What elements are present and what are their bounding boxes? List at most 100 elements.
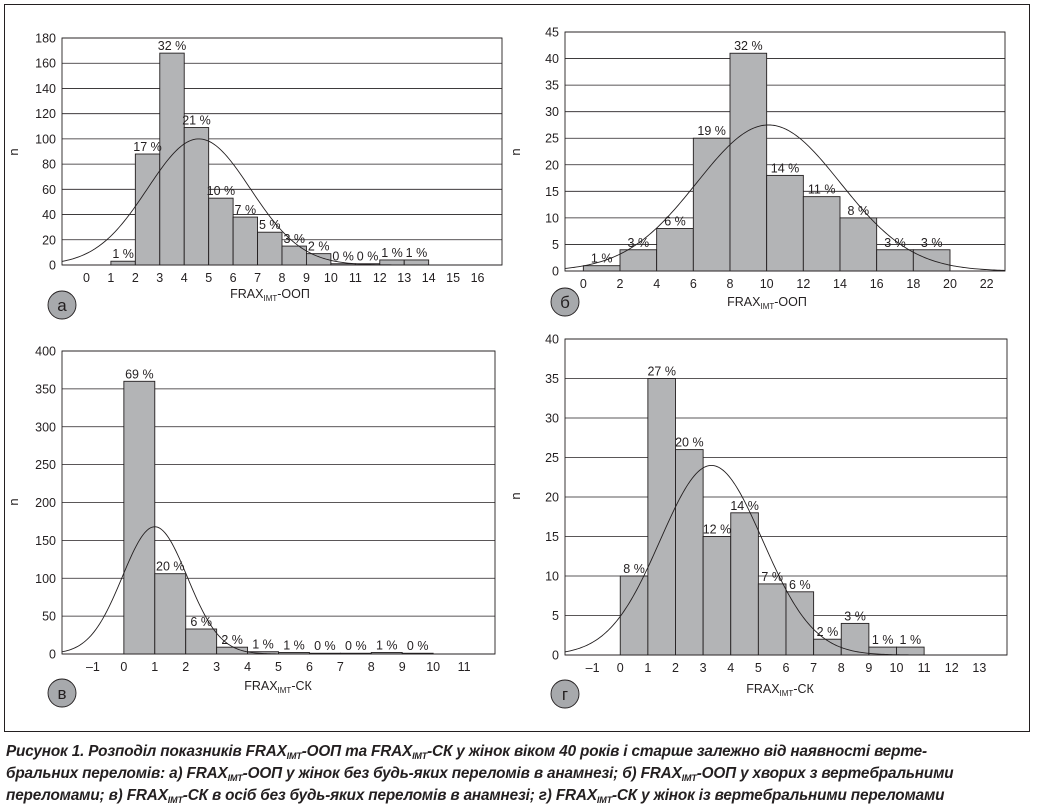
x-tick-label: 6 (306, 660, 313, 674)
y-tick-label: 15 (545, 185, 559, 199)
caption-text: -ООП у хворих з вертебральними (696, 765, 954, 782)
x-tick-label: 1 (151, 660, 158, 674)
caption-subscript: ІМТ (596, 795, 612, 805)
x-tick-label: 7 (337, 660, 344, 674)
bar-percent-label: 2 % (221, 633, 243, 647)
bar-percent-label: 27 % (647, 365, 676, 379)
bar-percent-label: 11 % (808, 183, 836, 197)
histogram-bar (619, 575, 649, 656)
histogram-bar (185, 628, 218, 655)
x-tick-label: 2 (132, 271, 139, 285)
histogram-bar (403, 259, 430, 266)
x-tick-label: 11 (458, 660, 471, 674)
caption-line-1: Рисунок 1. Розподіл показників FRAXІМТ-О… (6, 741, 1030, 763)
y-tick-label: 400 (35, 345, 56, 359)
y-tick-label: 35 (545, 79, 559, 93)
caption-line-2: бральних переломів: а) FRAXІМТ-ООП у жін… (6, 763, 1030, 785)
bar-percent-label: 6 % (664, 215, 686, 229)
histogram-bar (208, 197, 234, 266)
bar-percent-label: 32 % (734, 39, 763, 53)
x-tick-label: 4 (727, 661, 734, 675)
caption-subscript: ІМТ (286, 751, 302, 761)
x-tick-label: 4 (244, 660, 251, 674)
y-tick-label: 0 (552, 265, 559, 279)
x-tick-label: 8 (838, 661, 845, 675)
bar-percent-label: 19 % (697, 124, 726, 138)
histogram-bar (257, 231, 283, 266)
bar-percent-label: 21 % (182, 114, 211, 128)
bar-percent-label: 2 % (817, 625, 839, 639)
caption-text: -СК в осіб без будь-яких переломів в ана… (182, 787, 597, 804)
y-tick-label: 15 (545, 530, 559, 544)
histogram-bar (379, 259, 405, 266)
bar-percent-label: 12 % (703, 523, 732, 537)
bar-percent-label: 1 % (283, 638, 305, 652)
normal-curve (564, 464, 1007, 656)
x-tick-label: –1 (586, 661, 600, 675)
x-tick-label: 15 (446, 271, 460, 285)
figure-caption: Рисунок 1. Розподіл показників FRAXІМТ-О… (6, 741, 1030, 807)
x-tick-label: 16 (870, 277, 884, 291)
bar-percent-label: 1 % (591, 252, 613, 266)
panel-badge (550, 287, 580, 317)
histogram-bar (802, 196, 841, 272)
x-tick-label: 10 (426, 660, 440, 674)
bar-percent-label: 1 % (376, 638, 398, 652)
bar-percent-label: 32 % (158, 39, 187, 53)
x-tick-label: 10 (890, 661, 904, 675)
y-axis-label: n (508, 148, 523, 155)
x-tick-label: 20 (943, 277, 957, 291)
x-tick-label: 3 (213, 660, 220, 674)
bar-percent-label: 14 % (771, 161, 800, 175)
y-tick-label: 250 (35, 458, 56, 472)
bar-percent-label: 0 % (357, 250, 379, 264)
x-axis-label: FRAXІМТ-ООП (727, 295, 807, 311)
y-tick-label: 25 (545, 132, 559, 146)
y-tick-label: 160 (35, 57, 56, 71)
y-tick-label: 150 (35, 534, 56, 548)
caption-subscript: ІМТ (167, 795, 183, 805)
y-tick-label: 40 (545, 52, 559, 66)
panel-badge (47, 678, 77, 708)
x-tick-label: 18 (906, 277, 920, 291)
bar-percent-label: 20 % (675, 436, 704, 450)
bar-percent-label: 0 % (407, 639, 429, 653)
y-tick-label: 300 (35, 420, 56, 434)
caption-text: переломами; в) FRAX (6, 787, 168, 804)
bar-percent-label: 17 % (133, 140, 162, 154)
histogram-bar (840, 622, 870, 656)
x-tick-label: 13 (972, 661, 986, 675)
x-tick-label: 5 (755, 661, 762, 675)
bar-percent-label: 10 % (207, 184, 236, 198)
x-tick-label: 1 (107, 271, 114, 285)
histogram-bar (766, 174, 804, 272)
histogram-bar (839, 217, 878, 272)
x-tick-label: 0 (120, 660, 127, 674)
y-tick-label: 25 (545, 451, 559, 465)
caption-text: бральних переломів: а) FRAX (6, 765, 228, 782)
caption-subscript: ІМТ (227, 773, 243, 783)
bar-percent-label: 7 % (235, 203, 257, 217)
caption-text: -СК у жінок віком 40 років і старше зале… (427, 743, 927, 760)
y-tick-label: 0 (552, 649, 559, 663)
y-tick-label: 30 (545, 412, 559, 426)
y-tick-label: 20 (545, 158, 559, 172)
figure-frame (4, 4, 1030, 732)
bar-percent-label: 1 % (900, 633, 922, 647)
y-tick-label: 20 (545, 491, 559, 505)
y-tick-label: 40 (42, 208, 56, 222)
histogram-bar (675, 449, 704, 656)
caption-line-3: переломами; в) FRAXІМТ-СК в осіб без буд… (6, 785, 1030, 807)
caption-text: -ООП та FRAX (301, 743, 413, 760)
x-tick-label: 6 (230, 271, 237, 285)
x-tick-label: 0 (617, 661, 624, 675)
x-tick-label: 4 (653, 277, 660, 291)
y-tick-label: 180 (35, 32, 56, 46)
bar-percent-label: 0 % (345, 639, 367, 653)
x-tick-label: 0 (580, 277, 587, 291)
x-tick-label: 10 (760, 277, 774, 291)
bar-percent-label: 1 % (112, 247, 134, 261)
panel-label: б (560, 293, 570, 312)
x-tick-label: 9 (865, 661, 872, 675)
x-axis-label: FRAXІМТ-СК (244, 679, 312, 695)
